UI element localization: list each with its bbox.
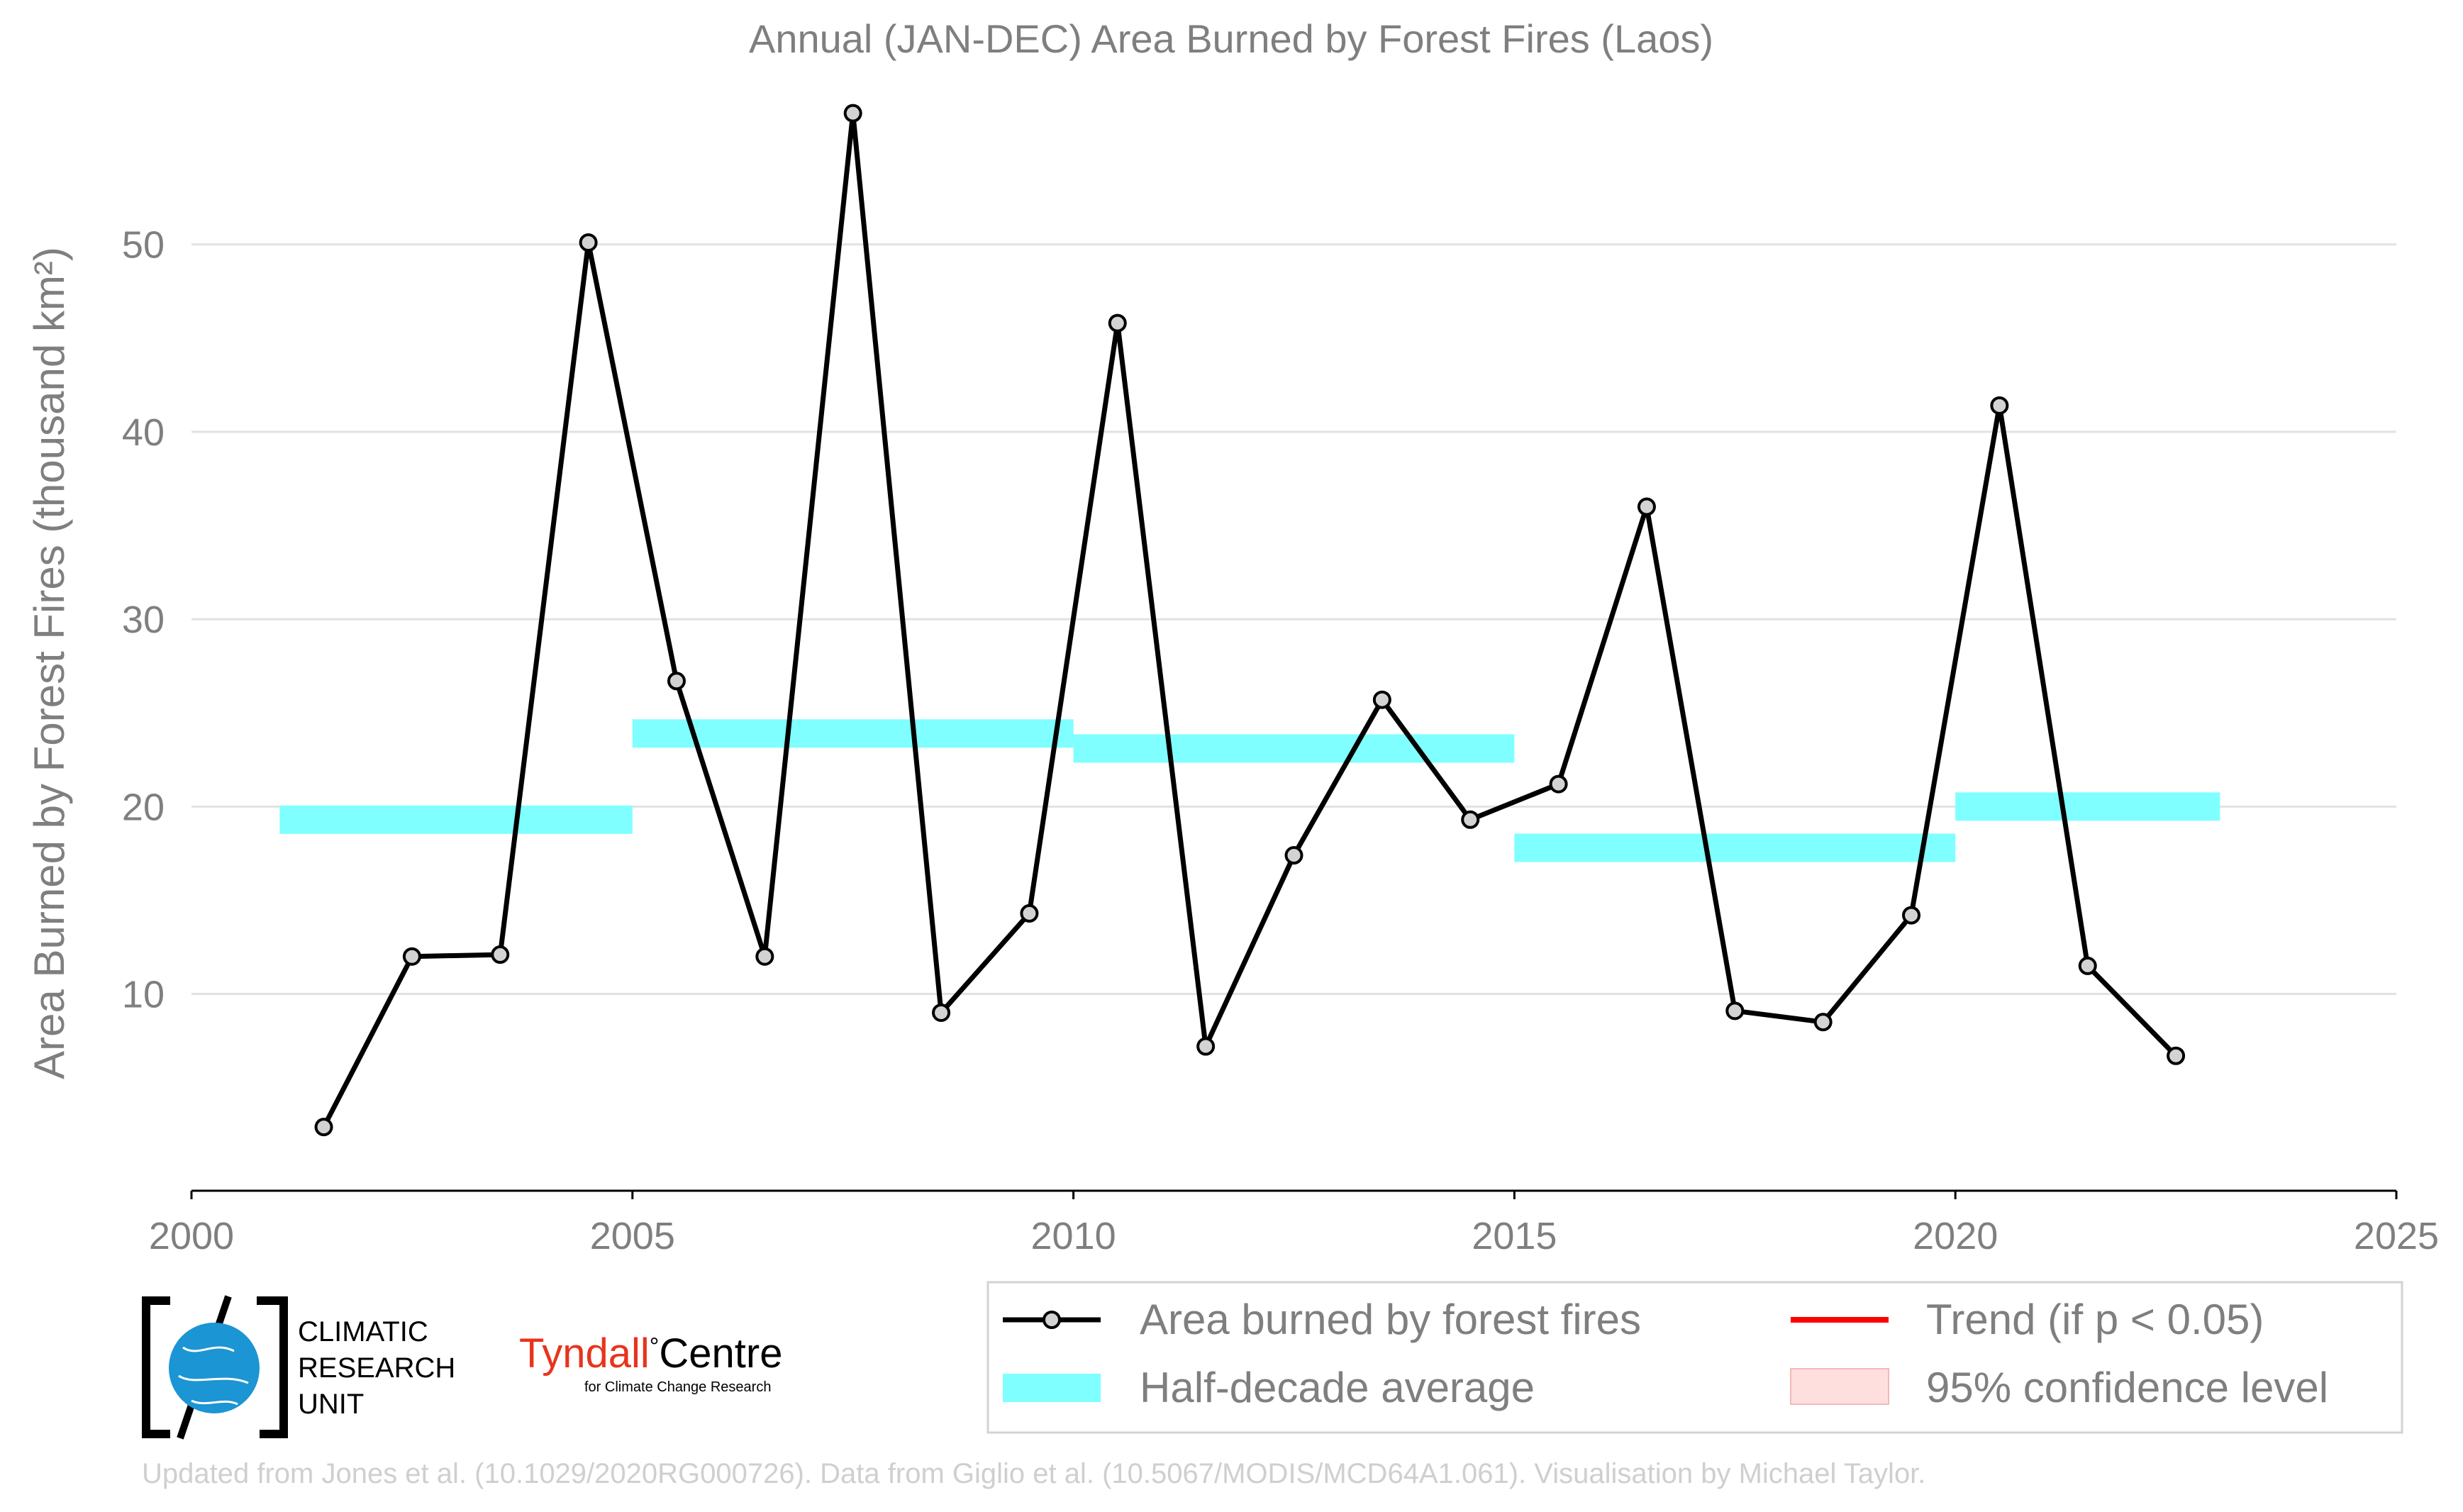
half-decade-band-2 xyxy=(1073,734,1515,763)
legend-marker-swatch xyxy=(1043,1311,1061,1329)
data-points xyxy=(314,104,2186,1137)
x-tick-label-2000: 2000 xyxy=(149,1215,234,1257)
data-point-2008.5 xyxy=(932,1003,951,1022)
data-point-2020.5 xyxy=(1990,396,2009,415)
data-point-2014.5 xyxy=(1461,810,1480,829)
x-tick-label-2010: 2010 xyxy=(1031,1215,1116,1257)
data-point-2012.5 xyxy=(1284,846,1303,865)
legend: Area burned by forest fires Trend (if p … xyxy=(986,1281,2403,1434)
legend-label-area: Area burned by forest fires xyxy=(1140,1296,1641,1343)
x-tick-label-2020: 2020 xyxy=(1913,1215,1998,1257)
legend-label-confidence: 95% confidence level xyxy=(1926,1364,2328,1411)
data-point-2017.5 xyxy=(1725,1001,1745,1021)
cru-logo: CLIMATIC RESEARCH UNIT xyxy=(142,1295,455,1440)
tyndall-degree: ° xyxy=(650,1333,660,1360)
globe-lines-icon xyxy=(178,1346,249,1406)
legend-band-swatch xyxy=(1003,1374,1101,1402)
data-point-2016.5 xyxy=(1637,497,1656,516)
legend-box xyxy=(986,1281,2403,1434)
data-point-2007.5 xyxy=(843,104,862,123)
x-tick-label-2015: 2015 xyxy=(1472,1215,1557,1257)
y-tick-label-50: 50 xyxy=(122,224,165,267)
y-tick-label-30: 30 xyxy=(122,599,165,641)
legend-label-half-decade: Half-decade average xyxy=(1140,1364,1535,1411)
series-line-group xyxy=(321,111,2178,1128)
data-point-2022.5 xyxy=(2167,1046,2186,1065)
data-point-2005.5 xyxy=(667,672,686,691)
x-tick-label-2005: 2005 xyxy=(590,1215,675,1257)
half-decade-band-4 xyxy=(1955,792,2220,821)
cru-line-3: UNIT xyxy=(298,1389,364,1420)
y-tick-label-10: 10 xyxy=(122,974,165,1016)
data-point-2019.5 xyxy=(1902,906,1921,925)
cru-bracket-left xyxy=(142,1296,170,1438)
footer-credit: Updated from Jones et al. (10.1029/2020R… xyxy=(142,1458,1925,1489)
y-tick-label-40: 40 xyxy=(122,411,165,454)
tyndall-logo: Tyndall°Centre for Climate Change Resear… xyxy=(519,1330,782,1395)
half-decade-bands xyxy=(279,719,2220,862)
data-point-2018.5 xyxy=(1813,1013,1833,1032)
x-tick-label-2025: 2025 xyxy=(2354,1215,2439,1257)
data-point-2006.5 xyxy=(755,947,774,966)
legend-label-trend: Trend (if p < 0.05) xyxy=(1926,1296,2264,1343)
data-point-2010.5 xyxy=(1108,313,1127,333)
globe-icon xyxy=(169,1323,260,1413)
cru-bracket-right xyxy=(257,1296,288,1438)
chart-title: Annual (JAN-DEC) Area Burned by Forest F… xyxy=(749,16,1713,61)
data-point-2004.5 xyxy=(579,233,598,252)
data-point-2011.5 xyxy=(1196,1037,1216,1056)
data-point-2002.5 xyxy=(402,947,421,966)
legend-confidence-swatch xyxy=(1790,1368,1889,1405)
data-point-2009.5 xyxy=(1020,904,1039,923)
svg-text:Tyndall°Centre: Tyndall°Centre xyxy=(519,1330,782,1377)
y-axis-label: Area Burned by Forest Fires (thousand km… xyxy=(26,247,73,1079)
half-decade-band-0 xyxy=(279,805,633,834)
tyndall-subtitle: for Climate Change Research xyxy=(584,1379,771,1395)
half-decade-band-3 xyxy=(1514,833,1956,862)
tyndall-centre-word: Centre xyxy=(659,1330,782,1377)
data-point-2013.5 xyxy=(1372,690,1391,709)
data-point-2021.5 xyxy=(2078,956,2097,975)
tyndall-word: Tyndall xyxy=(519,1330,650,1377)
y-tick-label-20: 20 xyxy=(122,786,165,828)
data-point-2003.5 xyxy=(491,945,510,965)
cru-line-2: RESEARCH xyxy=(298,1352,455,1384)
cru-line-1: CLIMATIC xyxy=(298,1316,428,1347)
half-decade-band-1 xyxy=(632,719,1074,748)
data-point-2001.5 xyxy=(314,1118,333,1137)
x-axis-ticks: 2000 2005 2010 2015 2020 2025 xyxy=(149,1191,2439,1257)
y-axis-ticks: 10 20 30 40 50 xyxy=(122,224,165,1016)
data-point-2015.5 xyxy=(1549,774,1568,794)
series-line xyxy=(321,111,2178,1128)
